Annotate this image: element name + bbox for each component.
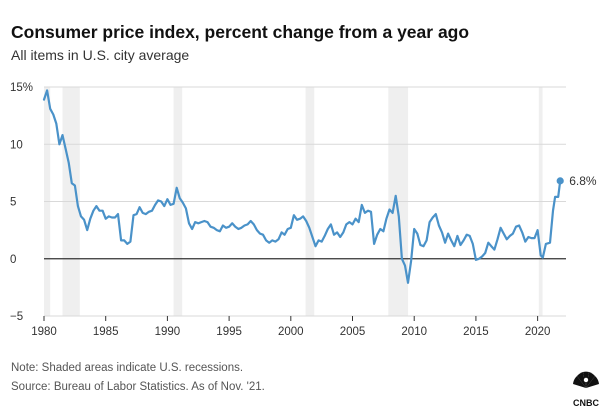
- x-axis-ticks: 1980 1985 1990 1995 2000 2005 2010 2015 2020: [31, 316, 550, 338]
- cnbc-logo-text: CNBC: [573, 398, 599, 408]
- y-axis-ticks: −5 0 5 10 15%: [10, 82, 33, 323]
- end-point-label: 6.8%: [569, 174, 597, 188]
- x-tick-label: 2020: [525, 326, 551, 338]
- x-tick-label: 2015: [463, 326, 489, 338]
- x-tick-label: 1995: [216, 326, 242, 338]
- nbc-peacock-icon: CNBC: [573, 371, 599, 408]
- source-note: Source: Bureau of Labor Statistics. As o…: [11, 381, 265, 393]
- y-tick-label: 10: [10, 139, 23, 151]
- y-tick-label: 5: [10, 197, 16, 209]
- chart-title: Consumer price index, percent change fro…: [11, 22, 470, 42]
- x-tick-label: 2010: [401, 326, 427, 338]
- y-tick-label: 0: [10, 254, 16, 266]
- y-tick-label: 15%: [10, 82, 33, 94]
- x-tick-label: 2005: [340, 326, 366, 338]
- gridlines: [44, 86, 566, 317]
- end-point-marker: [556, 177, 564, 185]
- series-group: 6.8%: [42, 89, 597, 284]
- recession-note: Note: Shaded areas indicate U.S. recessi…: [11, 362, 244, 374]
- cpi-series-line: [42, 89, 562, 284]
- y-tick-label: −5: [10, 311, 23, 323]
- chart-subtitle: All items in U.S. city average: [11, 47, 190, 63]
- x-tick-label: 1985: [93, 326, 119, 338]
- x-tick-label: 1990: [155, 326, 181, 338]
- x-tick-label: 1980: [31, 326, 57, 338]
- x-tick-label: 2000: [278, 326, 304, 338]
